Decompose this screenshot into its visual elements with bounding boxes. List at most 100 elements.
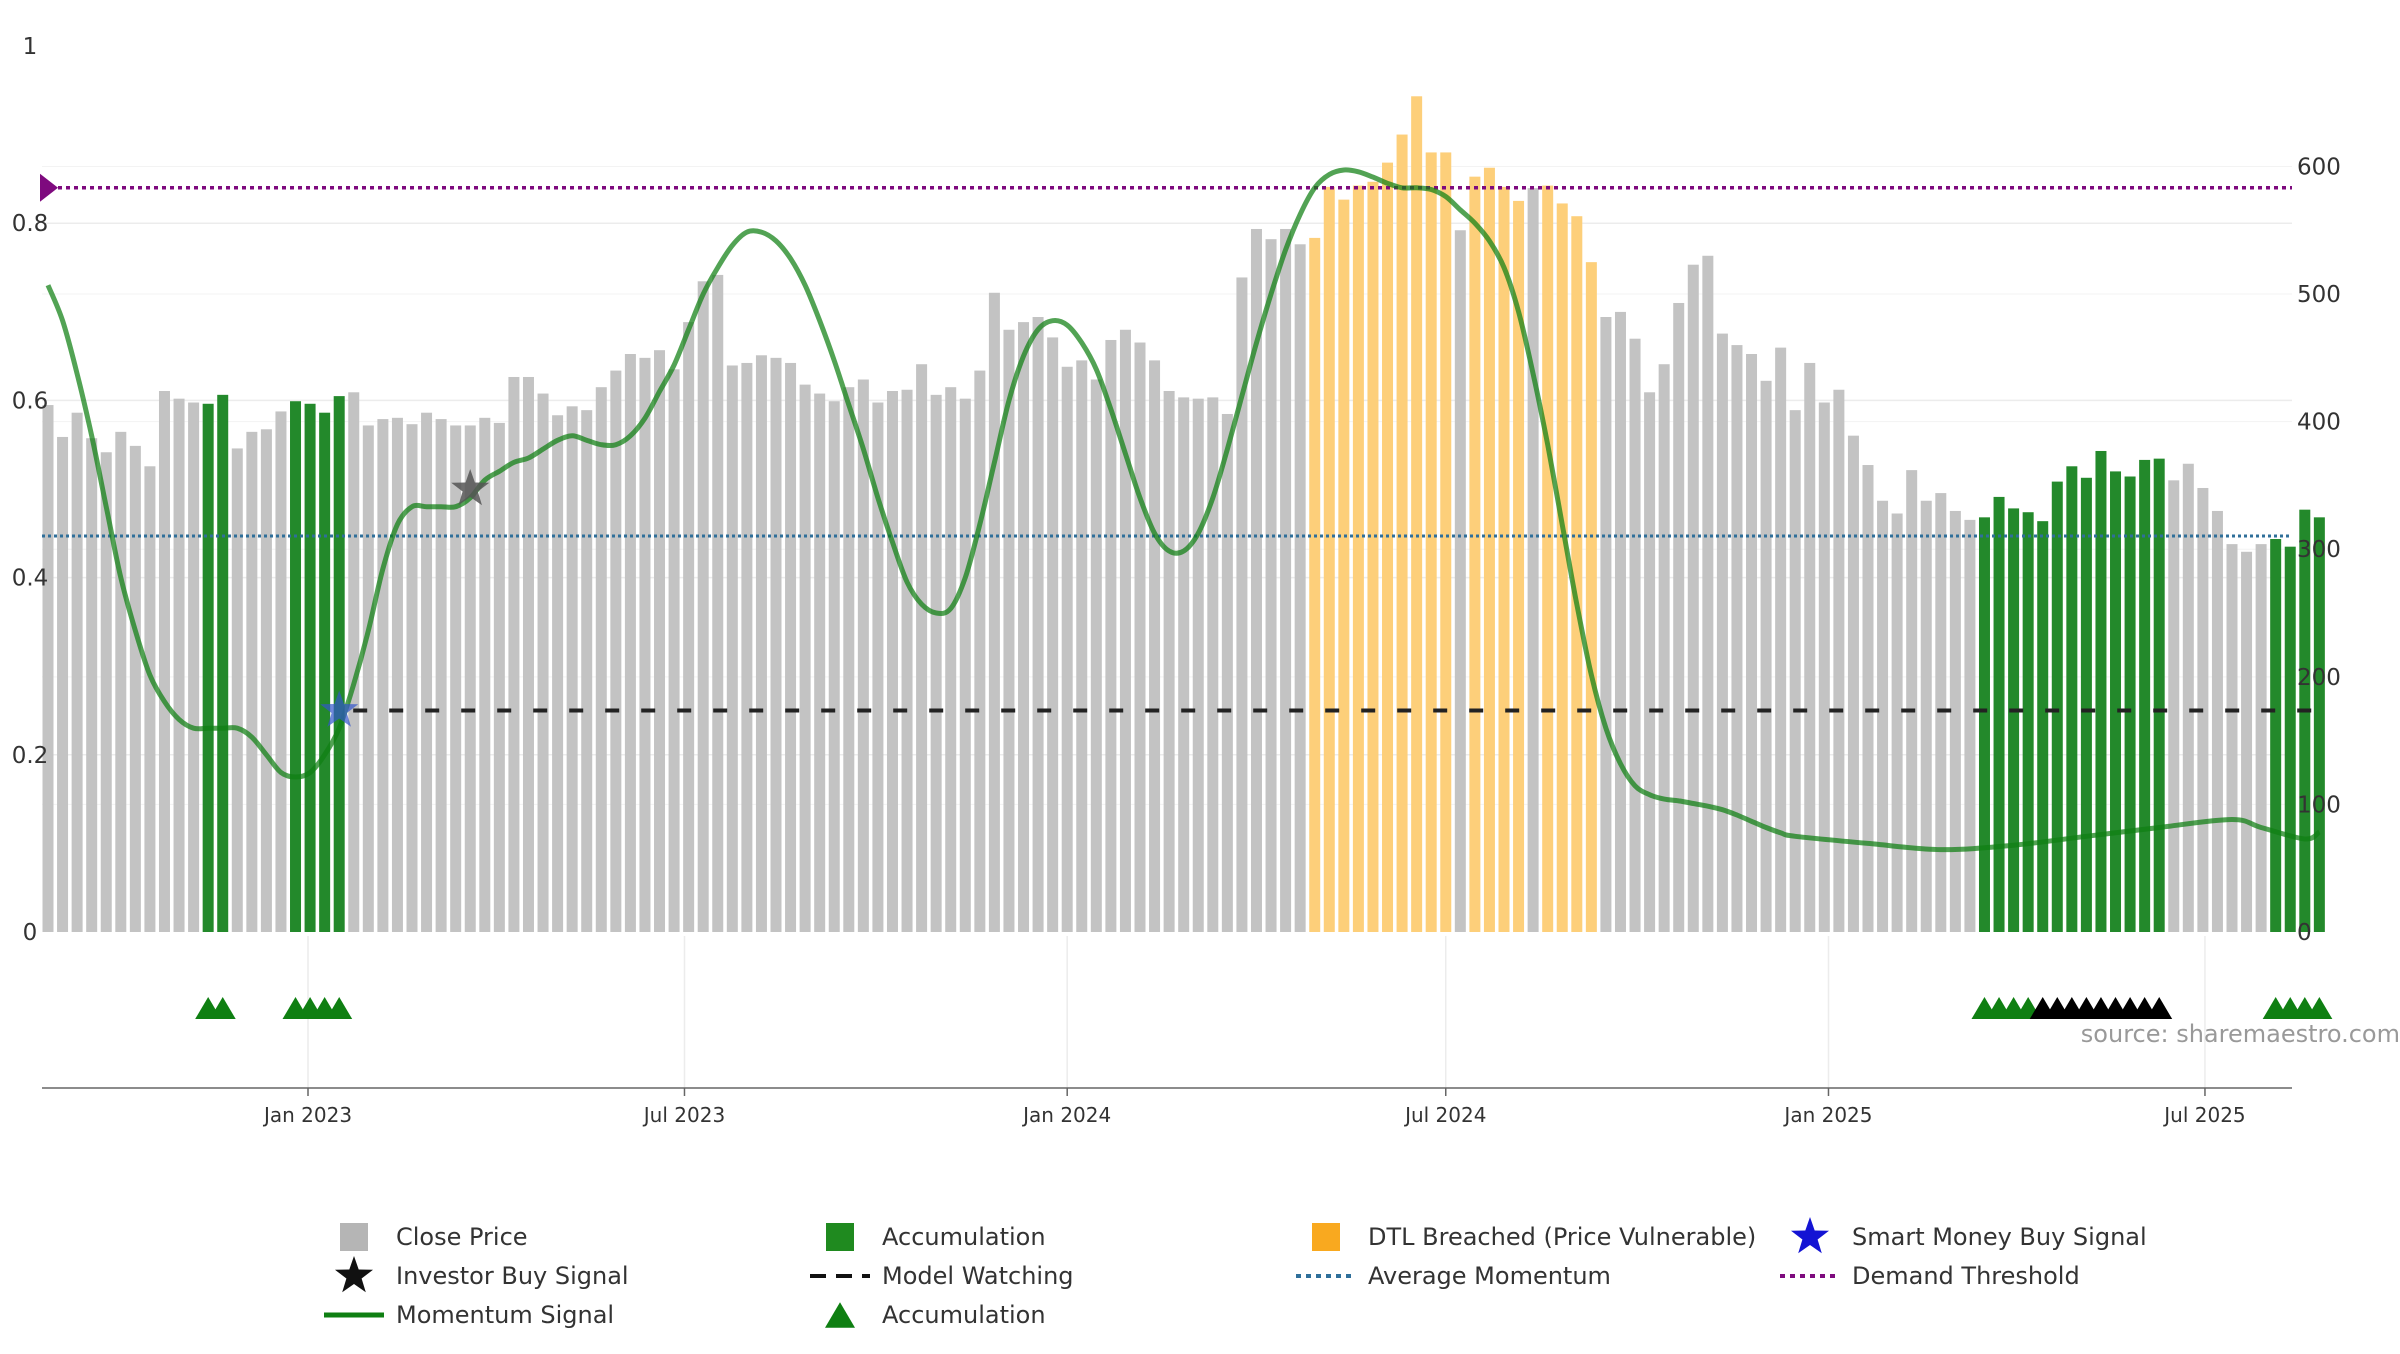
accumulation-bar bbox=[2037, 521, 2049, 932]
accumulation-bar bbox=[2095, 450, 2107, 932]
legend-label: DTL Breached (Price Vulnerable) bbox=[1368, 1223, 1756, 1251]
price-bar bbox=[86, 438, 98, 932]
price-bar bbox=[275, 411, 287, 932]
price-bar bbox=[726, 365, 738, 932]
smart-money-buy-signal-star bbox=[320, 690, 359, 727]
y-right-tick-label: 500 bbox=[2297, 282, 2341, 308]
price-bar bbox=[1018, 322, 1030, 932]
price-bar bbox=[799, 384, 811, 932]
price-bar bbox=[974, 370, 986, 933]
price-bar bbox=[1687, 264, 1699, 932]
accumulation-bar bbox=[290, 401, 302, 933]
price-bar bbox=[595, 387, 607, 932]
price-bar bbox=[1119, 329, 1131, 932]
dtl-breached-bar bbox=[1440, 152, 1452, 933]
dtl-breached-bar bbox=[1469, 176, 1481, 932]
price-bar bbox=[115, 431, 127, 932]
x-tick-label: Jan 2023 bbox=[262, 1103, 352, 1127]
accumulation-bar bbox=[2270, 539, 2282, 932]
price-bar bbox=[158, 391, 170, 932]
legend-item: Smart Money Buy Signal bbox=[1791, 1217, 2147, 1254]
dtl-breached-bar bbox=[1382, 162, 1394, 932]
accumulation-marker-triangle-black bbox=[2146, 996, 2173, 1020]
accumulation-bar bbox=[319, 412, 331, 932]
price-bar bbox=[1003, 329, 1015, 932]
price-bar bbox=[1614, 311, 1626, 932]
price-bar bbox=[1644, 392, 1656, 932]
price-bar bbox=[814, 393, 826, 932]
dtl-breached-bar bbox=[1483, 167, 1495, 933]
price-bar bbox=[1134, 342, 1146, 932]
price-bar bbox=[1090, 379, 1102, 932]
price-bar bbox=[1221, 413, 1233, 933]
dtl-breached-bar bbox=[1425, 152, 1437, 933]
price-bar bbox=[668, 369, 680, 932]
price-bar bbox=[2182, 463, 2194, 932]
legend-swatch bbox=[1312, 1223, 1340, 1251]
accumulation-bar bbox=[2313, 517, 2325, 932]
price-bar bbox=[1294, 244, 1306, 932]
dtl-breached-bar bbox=[1498, 186, 1510, 932]
legend-swatch bbox=[340, 1223, 368, 1251]
price-bar bbox=[1702, 255, 1714, 932]
price-bar bbox=[1265, 239, 1277, 932]
accumulation-bar bbox=[1993, 496, 2005, 932]
price-bar bbox=[2226, 544, 2238, 932]
price-bar bbox=[1920, 500, 1932, 932]
price-bar bbox=[843, 387, 855, 932]
legend-label: Investor Buy Signal bbox=[396, 1262, 629, 1290]
legend-item: Average Momentum bbox=[1296, 1262, 1611, 1290]
dtl-breached-bar bbox=[1367, 181, 1379, 932]
markers-group bbox=[195, 469, 2333, 1020]
price-bar bbox=[2255, 544, 2267, 932]
y-right-tick-label: 300 bbox=[2297, 537, 2341, 563]
dtl-breached-bar bbox=[1309, 237, 1321, 932]
price-bar bbox=[391, 417, 403, 932]
legend-swatch bbox=[826, 1223, 854, 1251]
legend-label: Close Price bbox=[396, 1223, 528, 1251]
price-bar bbox=[988, 292, 1000, 932]
price-bar bbox=[872, 402, 884, 932]
price-bar bbox=[1964, 519, 1976, 932]
price-bar bbox=[188, 402, 200, 932]
price-bar bbox=[683, 322, 695, 932]
legend-item: Accumulation bbox=[826, 1223, 1046, 1251]
price-bar bbox=[71, 412, 83, 932]
price-bar bbox=[246, 431, 258, 932]
price-bar bbox=[42, 405, 54, 932]
price-bar bbox=[479, 417, 491, 932]
legend-label: Momentum Signal bbox=[396, 1301, 614, 1329]
legend-star-icon bbox=[335, 1256, 373, 1293]
price-bar bbox=[377, 419, 389, 933]
legend-star-icon bbox=[1791, 1217, 1829, 1254]
y-right-tick-label: 0 bbox=[2297, 920, 2312, 946]
price-bar bbox=[100, 452, 112, 932]
x-tick-label: Jan 2025 bbox=[1782, 1103, 1872, 1127]
price-bar bbox=[1775, 347, 1787, 932]
accumulation-bar bbox=[304, 403, 316, 932]
price-bar bbox=[1731, 345, 1743, 933]
dtl-breached-bar bbox=[1513, 200, 1525, 932]
price-bar bbox=[886, 391, 898, 932]
legend-item: Model Watching bbox=[810, 1262, 1074, 1290]
price-bar bbox=[508, 376, 520, 933]
price-bar bbox=[1192, 398, 1204, 932]
price-bar bbox=[654, 350, 666, 932]
dtl-breached-bar bbox=[1338, 199, 1350, 932]
accumulation-bar bbox=[333, 396, 345, 932]
y-left-tick-label: 0 bbox=[23, 920, 38, 946]
bars-group bbox=[42, 96, 2325, 933]
dtl-breached-bar bbox=[1323, 186, 1335, 932]
price-bar bbox=[1818, 402, 1830, 932]
accumulation-bar bbox=[2110, 471, 2122, 932]
legend-item: Accumulation bbox=[825, 1301, 1046, 1329]
accumulation-bar bbox=[2022, 512, 2034, 932]
price-bar bbox=[1454, 230, 1466, 932]
dtl-breached-bar bbox=[1396, 134, 1408, 933]
accumulation-bar bbox=[2284, 546, 2296, 932]
accumulation-bar bbox=[217, 394, 229, 933]
price-bar bbox=[1178, 397, 1190, 932]
price-bar bbox=[770, 357, 782, 933]
accumulation-marker-triangle bbox=[2306, 996, 2333, 1020]
